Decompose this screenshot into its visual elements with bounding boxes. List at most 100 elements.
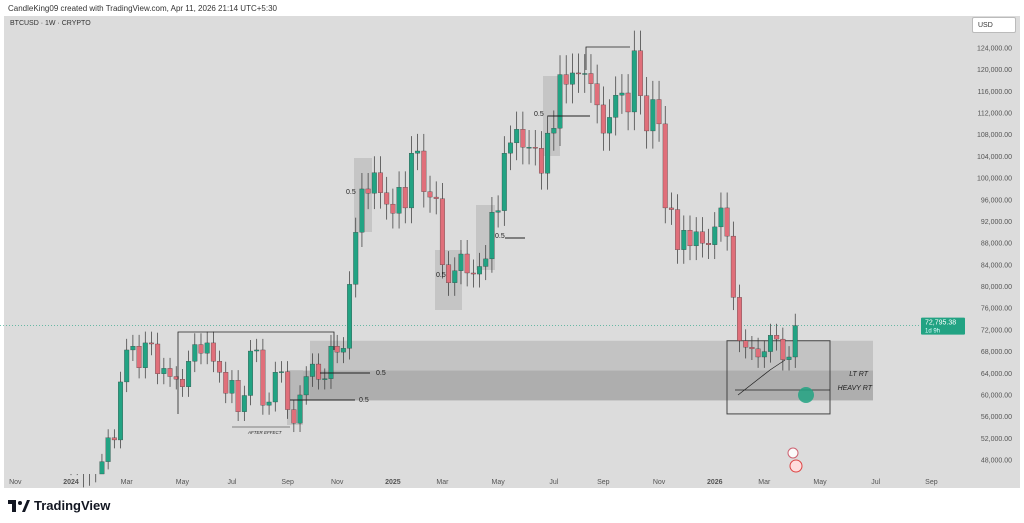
candle-up [693,231,699,247]
candle-up [229,380,235,394]
candle-up [631,50,637,113]
candle-up [526,147,532,149]
candle-down [217,361,223,373]
candle-down [538,148,544,174]
candle-up [347,284,352,349]
y-tick-label: 56,000.00 [981,414,1012,421]
candle-up [452,270,458,283]
x-tick-label: Mar [121,479,134,486]
candle-up [613,95,619,118]
candle-down [285,371,291,410]
fib-label: 0.5 [534,111,544,118]
heavy-rt-label: HEAVY RT [838,385,873,392]
fib-label: 0.5 [359,397,369,404]
candle-up [508,142,513,154]
x-tick-label: 2025 [385,479,401,486]
candle-up [501,153,507,211]
candle-up [186,361,192,387]
candle-up [353,232,359,285]
candle-up [204,342,210,354]
candle-down [743,340,749,348]
tradingview-logo-icon [8,499,30,512]
y-tick-label: 104,000.00 [977,154,1012,161]
y-tick-label: 60,000.00 [981,392,1012,399]
price-tag [921,317,965,335]
y-tick-label: 72,000.00 [981,327,1012,334]
candle-down [198,344,204,354]
candle-down [402,187,408,209]
candle-up [607,117,612,134]
credit-line: CandleKing09 created with TradingView.co… [8,4,277,13]
candle-up [619,92,625,96]
candle-up [545,132,551,174]
fib-label: 0.5 [495,233,505,240]
candle-up [489,212,495,260]
candle-up [718,207,724,228]
y-tick-label: 76,000.00 [981,306,1012,313]
candle-up [371,172,377,194]
candle-down [210,342,216,362]
y-tick-label: 116,000.00 [977,89,1012,96]
price-tag-countdown: 1d 9h [925,329,940,335]
x-tick-label: Sep [597,479,610,486]
candle-up [192,344,198,362]
x-tick-label: May [813,479,827,486]
y-tick-label: 84,000.00 [981,262,1012,269]
y-tick-label: 96,000.00 [981,197,1012,204]
candle-up [130,346,136,351]
candle-up [359,188,365,233]
chart-panel[interactable] [4,16,1020,488]
candle-down [737,297,742,341]
candle-up [142,342,148,368]
candle-up [303,376,309,396]
candle-up [272,372,278,403]
candle-up [514,129,520,144]
candle-up [768,335,773,352]
x-tick-label: May [491,479,505,486]
candle-down [365,188,371,194]
candle-up [415,150,421,154]
y-tick-label: 64,000.00 [981,371,1012,378]
candle-down [600,104,606,134]
us-flag-icon [789,459,803,473]
x-tick-label: Mar [436,479,449,486]
y-tick-label: 80,000.00 [981,284,1012,291]
brand-name: TradingView [34,498,111,513]
candle-up [254,349,260,352]
candle-up [328,346,334,379]
candle-down [291,409,297,424]
candle-up [279,371,284,373]
candle-up [582,73,588,75]
candle-up [124,349,130,383]
candle-down [446,264,452,283]
y-tick-label: 52,000.00 [981,436,1012,443]
candle-down [706,243,712,245]
x-tick-label: Sep [281,479,294,486]
candle-down [173,376,179,380]
x-tick-label: Jul [549,479,558,486]
heavy-support-zone [287,370,873,401]
candle-down [687,229,693,247]
candle-up [297,394,303,424]
candle-down [378,172,383,193]
y-tick-label: 92,000.00 [981,219,1012,226]
lt-rt-label: LT RT [849,371,869,378]
candle-down [421,150,427,192]
y-tick-label: 112,000.00 [977,111,1012,118]
candle-up [792,325,798,358]
x-tick-label: Nov [331,479,344,486]
candle-down [749,347,755,350]
candle-down [625,92,631,113]
retest-box [726,340,831,415]
candle-down [588,73,594,84]
after-effect-label: AFTER EFFECT [247,430,283,435]
candle-down [576,72,582,75]
candle-up [248,350,253,396]
candle-up [477,266,482,275]
currency-button[interactable]: USD [972,17,1016,33]
candle-down [149,342,154,345]
candle-down [260,349,266,406]
y-tick-label: 124,000.00 [977,46,1012,53]
candle-down [755,348,761,358]
